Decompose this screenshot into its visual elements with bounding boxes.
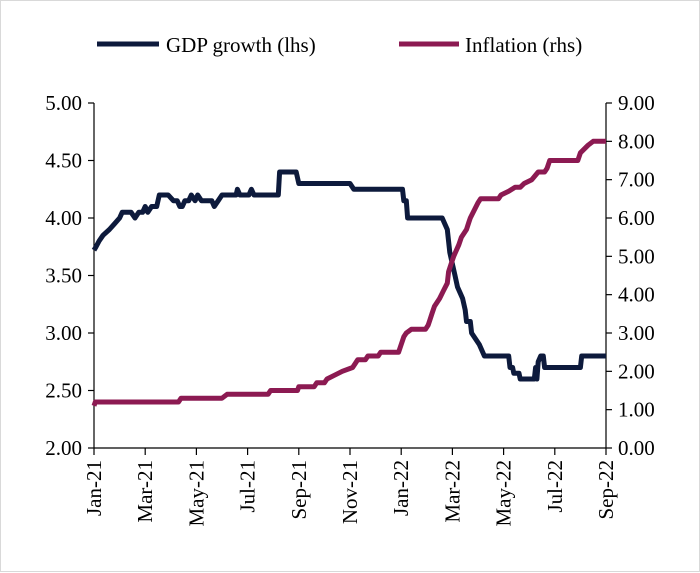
axes: 2.00 2.50 3.00 3.50 4.00 4.50 5.00 0.00 1.00 2.00… xyxy=(45,91,655,527)
series-layer xyxy=(91,138,606,407)
x-tick-label: May-21 xyxy=(184,460,208,527)
x-tick-label: Jan-21 xyxy=(82,460,106,516)
x-tick-label: Mar-21 xyxy=(133,460,157,523)
right-y-tick-label: 1.00 xyxy=(618,398,655,422)
inflation-legend-label: Inflation (rhs) xyxy=(465,33,582,57)
inflation-series-line xyxy=(91,138,606,407)
left-y-tick-label: 3.50 xyxy=(45,264,82,288)
gdp-growth-series-line xyxy=(91,169,606,382)
x-tick-label: Jul-22 xyxy=(543,460,567,513)
left-y-tick-label: 4.50 xyxy=(45,149,82,173)
x-tick-label: Jul-21 xyxy=(236,460,260,513)
x-tick-label: Sep-22 xyxy=(594,460,618,520)
gdp-growth-legend-label: GDP growth (lhs) xyxy=(166,33,316,57)
left-y-tick-label: 4.00 xyxy=(45,206,82,230)
left-y-tick-label: 5.00 xyxy=(45,91,82,115)
right-y-tick-label: 0.00 xyxy=(618,436,655,460)
right-y-tick-label: 6.00 xyxy=(618,206,655,230)
left-y-tick-label: 2.00 xyxy=(45,436,82,460)
right-y-tick-label: 5.00 xyxy=(618,244,655,268)
right-y-tick-label: 9.00 xyxy=(618,91,655,115)
legend: GDP growth (lhs) Inflation (rhs) xyxy=(97,33,582,57)
right-y-tick-label: 3.00 xyxy=(618,321,655,345)
x-tick-label: Jan-22 xyxy=(389,460,413,516)
x-tick-label: Mar-22 xyxy=(440,460,464,523)
left-y-tick-label: 2.50 xyxy=(45,379,82,403)
right-y-tick-label: 8.00 xyxy=(618,129,655,153)
right-y-tick-label: 7.00 xyxy=(618,168,655,192)
left-y-tick-label: 3.00 xyxy=(45,321,82,345)
right-y-tick-label: 2.00 xyxy=(618,359,655,383)
x-tick-label: May-22 xyxy=(492,460,516,527)
x-tick-label: Sep-21 xyxy=(287,460,311,520)
right-y-tick-label: 4.00 xyxy=(618,283,655,307)
x-tick-label: Nov-21 xyxy=(338,460,362,524)
